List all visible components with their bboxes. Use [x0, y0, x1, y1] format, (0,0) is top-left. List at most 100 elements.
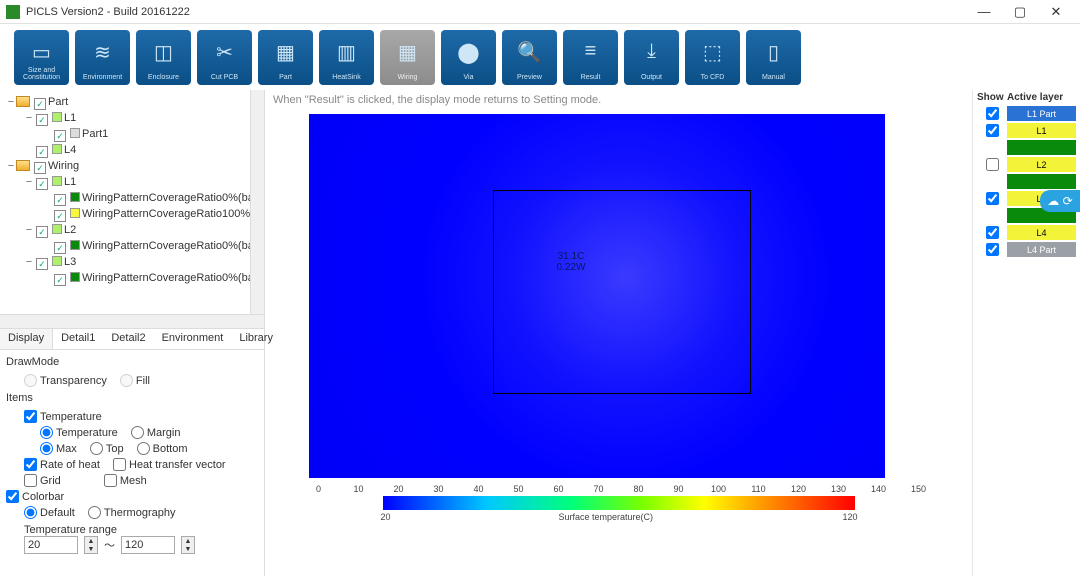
tab-detail2[interactable]: Detail2	[103, 329, 153, 349]
margin-radio[interactable]: Margin	[131, 426, 181, 439]
tree-node[interactable]: −✓ L1	[2, 110, 262, 126]
expand-icon[interactable]	[42, 126, 52, 142]
tool-part[interactable]: ▦Part	[258, 30, 313, 85]
layer-header: Show Active layer	[977, 92, 1076, 103]
thermography-radio[interactable]: Thermography	[88, 506, 176, 519]
tab-environment[interactable]: Environment	[154, 329, 232, 349]
model-tree[interactable]: −✓Part−✓L1 ✓Part1 ✓L4−✓Wiring−✓L1 ✓Wirin…	[0, 90, 264, 314]
tree-checkbox[interactable]: ✓	[36, 226, 48, 238]
tool-via[interactable]: ⬤Via	[441, 30, 496, 85]
rate-check[interactable]: Rate of heat	[24, 458, 100, 471]
tree-node[interactable]: ✓WiringPatternCoverageRatio0%(base)1	[2, 270, 262, 286]
tree-node[interactable]: ✓WiringPatternCoverageRatio0%(base)1	[2, 190, 262, 206]
tree-checkbox[interactable]: ✓	[36, 146, 48, 158]
tree-node[interactable]: −✓L1	[2, 174, 262, 190]
tab-display[interactable]: Display	[0, 329, 53, 349]
tool-preview[interactable]: 🔍Preview	[502, 30, 557, 85]
tree-label: L1	[64, 112, 76, 124]
minimize-button[interactable]: —	[966, 0, 1002, 24]
tree-node[interactable]: ✓L4	[2, 142, 262, 158]
default-radio[interactable]: Default	[24, 506, 75, 519]
tool-cut-pcb[interactable]: ✂Cut PCB	[197, 30, 252, 85]
range-low-spinner[interactable]: ▲▼	[84, 536, 98, 554]
layer-row[interactable]: L4	[977, 224, 1076, 241]
floating-cloud-button[interactable]: ☁ ⟳	[1040, 190, 1080, 212]
range-low-input[interactable]: 20	[24, 536, 78, 554]
top-radio[interactable]: Top	[90, 442, 124, 455]
expand-icon[interactable]: −	[6, 94, 16, 110]
tree-checkbox[interactable]: ✓	[54, 210, 66, 222]
tree-node[interactable]: −✓Part	[2, 94, 262, 110]
tree-checkbox[interactable]: ✓	[34, 162, 46, 174]
tree-checkbox[interactable]: ✓	[54, 242, 66, 254]
tool-heatsink[interactable]: ▥HeatSink	[319, 30, 374, 85]
tree-checkbox[interactable]: ✓	[54, 194, 66, 206]
tool-label: Manual	[762, 74, 785, 81]
bottom-radio[interactable]: Bottom	[137, 442, 188, 455]
tree-scrollbar-h[interactable]	[0, 314, 264, 328]
expand-icon[interactable]	[42, 238, 52, 254]
expand-icon[interactable]: −	[24, 174, 34, 190]
range-high-input[interactable]: 120	[121, 536, 175, 554]
tool-result[interactable]: ≡Result	[563, 30, 618, 85]
transparency-radio[interactable]: Transparency	[24, 374, 107, 387]
tool-enclosure[interactable]: ◫Enclosure	[136, 30, 191, 85]
mesh-check[interactable]: Mesh	[104, 474, 147, 487]
temperature-radio[interactable]: Temperature	[40, 426, 118, 439]
tree-scrollbar-v[interactable]	[250, 90, 264, 314]
tree-checkbox[interactable]: ✓	[36, 114, 48, 126]
layer-checkbox[interactable]	[986, 243, 999, 256]
expand-icon[interactable]: −	[6, 158, 16, 174]
layer-checkbox[interactable]	[986, 107, 999, 120]
expand-icon[interactable]	[24, 142, 34, 158]
layer-row[interactable]: L1 Part	[977, 105, 1076, 122]
tab-detail1[interactable]: Detail1	[53, 329, 103, 349]
close-button[interactable]: ✕	[1038, 0, 1074, 24]
expand-icon[interactable]	[42, 206, 52, 222]
expand-icon[interactable]: −	[24, 222, 34, 238]
tree-checkbox[interactable]: ✓	[36, 178, 48, 190]
grid-check[interactable]: Grid	[24, 474, 61, 487]
colorbar-check[interactable]: Colorbar	[6, 490, 64, 503]
tree-node[interactable]: −✓L3	[2, 254, 262, 270]
tool-environment[interactable]: ≋Environment	[75, 30, 130, 85]
maximize-button[interactable]: ▢	[1002, 0, 1038, 24]
annot-power: 0.22W	[557, 262, 586, 273]
expand-icon[interactable]	[42, 270, 52, 286]
layer-checkbox[interactable]	[986, 192, 999, 205]
tree-node[interactable]: ✓Part1	[2, 126, 262, 142]
layer-row[interactable]	[977, 173, 1076, 190]
tree-checkbox[interactable]: ✓	[54, 130, 66, 142]
tool-icon: ≋	[75, 40, 130, 65]
range-high-spinner[interactable]: ▲▼	[181, 536, 195, 554]
max-radio[interactable]: Max	[40, 442, 77, 455]
tree-node[interactable]: −✓L2	[2, 222, 262, 238]
tree-node[interactable]: −✓Wiring	[2, 158, 262, 174]
expand-icon[interactable]	[42, 190, 52, 206]
layer-checkbox[interactable]	[986, 158, 999, 171]
layer-swatch: L4	[1007, 225, 1076, 240]
tree-checkbox[interactable]: ✓	[54, 274, 66, 286]
tool-output[interactable]: ⤓Output	[624, 30, 679, 85]
tool-size-and-constitution[interactable]: ▭Size and Constitution	[14, 30, 69, 85]
tree-checkbox[interactable]: ✓	[34, 98, 46, 110]
expand-icon[interactable]: −	[24, 254, 34, 270]
tree-checkbox[interactable]: ✓	[36, 258, 48, 270]
tool-wiring[interactable]: ▦Wiring	[380, 30, 435, 85]
tree-node[interactable]: ✓WiringPatternCoverageRatio100%(R1)1	[2, 206, 262, 222]
expand-icon[interactable]: −	[24, 110, 34, 126]
temperature-check[interactable]: Temperature	[24, 410, 102, 423]
tree-node[interactable]: ✓WiringPatternCoverageRatio0%(base)1	[2, 238, 262, 254]
fill-radio[interactable]: Fill	[120, 374, 150, 387]
tool-to-cfd[interactable]: ⬚To CFD	[685, 30, 740, 85]
tool-manual[interactable]: ▯Manual	[746, 30, 801, 85]
layer-checkbox[interactable]	[986, 226, 999, 239]
layer-row[interactable]: L2	[977, 156, 1076, 173]
heatvec-check[interactable]: Heat transfer vector	[113, 458, 226, 471]
result-viewport[interactable]: 31.1C 0.22W	[309, 114, 885, 478]
layer-row[interactable]: L4 Part	[977, 241, 1076, 258]
layer-row[interactable]	[977, 139, 1076, 156]
layer-row[interactable]: L1	[977, 122, 1076, 139]
layer-checkbox[interactable]	[986, 124, 999, 137]
colorbar-high: 120	[843, 512, 858, 522]
